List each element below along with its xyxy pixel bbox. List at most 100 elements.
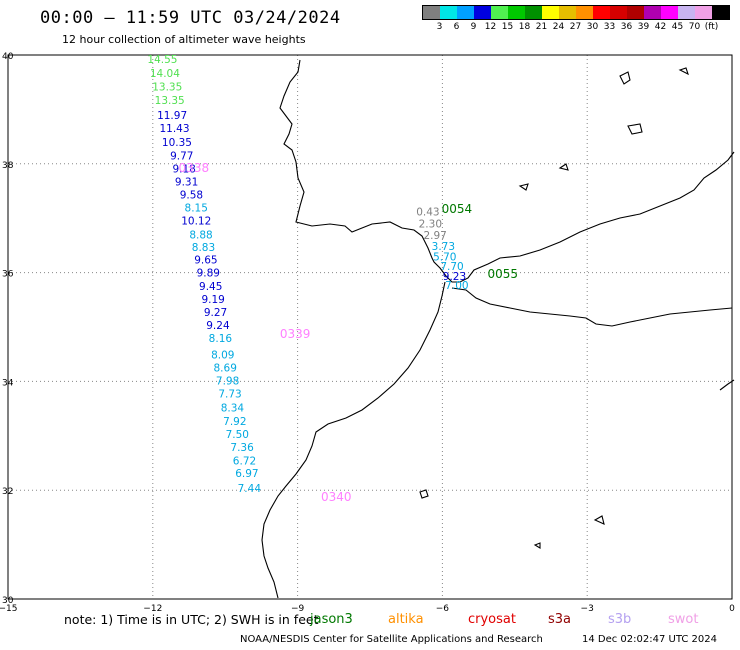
wave-height-value: 0.43 xyxy=(416,206,439,218)
wave-height-value: 2.97 xyxy=(423,230,446,242)
lon-tick-label: −15 xyxy=(0,604,18,614)
wave-height-value: 14.55 xyxy=(147,54,177,66)
colorbar-swatch xyxy=(559,6,576,19)
wave-height-value: 7.00 xyxy=(445,280,468,292)
wave-height-value: 7.73 xyxy=(218,389,241,401)
colorbar-swatches xyxy=(422,5,730,20)
wave-height-value: 9.27 xyxy=(204,307,227,319)
track-gibraltar-values: 0.432.302.973.735.707.709.237.00 0054 0055 xyxy=(416,202,518,292)
lat-tick-label: 40 xyxy=(2,52,14,62)
wave-height-value: 9.23 xyxy=(443,271,466,283)
colorbar-swatch xyxy=(491,6,508,19)
wave-height-value: 7.36 xyxy=(230,442,254,454)
colorbar-label: (ft) xyxy=(704,22,719,32)
colorbar-label: 6 xyxy=(453,22,460,32)
colorbar: 3 6 9 12 15 18 21 24 27 30 33 36 39 42 45 70 (ft) xyxy=(422,5,730,34)
colorbar-label: 36 xyxy=(620,22,633,32)
wave-height-value: 7.98 xyxy=(216,376,239,388)
wave-height-value: 8.09 xyxy=(211,350,234,362)
colorbar-swatch xyxy=(644,6,661,19)
footer-credit: NOAA/NESDIS Center for Satellite Applica… xyxy=(240,634,543,645)
colorbar-label: 42 xyxy=(654,22,667,32)
lon-tick-label: −9 xyxy=(291,604,305,614)
colorbar-swatch xyxy=(678,6,695,19)
satellite-legend-item: altika xyxy=(388,612,424,627)
satellite-legend-item: cryosat xyxy=(468,612,516,627)
wave-height-value: 7.50 xyxy=(226,429,249,441)
wave-height-value: 11.97 xyxy=(157,110,187,122)
colorbar-label: 9 xyxy=(470,22,477,32)
wave-height-value: 8.69 xyxy=(214,363,237,375)
pass-time-label: 0054 xyxy=(442,202,473,216)
pass-time-label: 0055 xyxy=(487,267,518,281)
satellite-legend-item: s3a xyxy=(548,612,572,627)
colorbar-label: 24 xyxy=(552,22,565,32)
wave-height-value: 9.24 xyxy=(206,320,230,332)
colorbar-label: 70 xyxy=(688,22,701,32)
map-frame xyxy=(7,54,733,600)
lat-tick-label: 38 xyxy=(2,161,14,171)
wave-height-value: 13.35 xyxy=(152,81,182,93)
pass-time-label: 0339 xyxy=(280,327,311,341)
lon-tick-label: −3 xyxy=(581,604,594,614)
wave-height-value: 11.43 xyxy=(159,123,189,135)
colorbar-swatch xyxy=(576,6,593,19)
colorbar-swatch xyxy=(593,6,610,19)
colorbar-label: 21 xyxy=(535,22,548,32)
lat-tick-label: 32 xyxy=(2,487,13,497)
satellite-legend-item: jason3 xyxy=(310,612,353,627)
footer-note: note: 1) Time is in UTC; 2) SWH is in fe… xyxy=(64,612,319,627)
wave-height-value: 8.16 xyxy=(209,333,233,345)
colorbar-swatch xyxy=(661,6,678,19)
wave-height-value: 2.30 xyxy=(419,218,442,230)
wave-height-value: 6.97 xyxy=(235,468,258,480)
wave-height-value: 9.65 xyxy=(194,254,217,266)
footer-timestamp: 14 Dec 02:02:47 UTC 2024 xyxy=(582,634,717,645)
colorbar-label: 27 xyxy=(569,22,582,32)
colorbar-swatch xyxy=(457,6,474,19)
wave-height-value: 7.70 xyxy=(440,261,463,273)
colorbar-label: 33 xyxy=(603,22,616,32)
colorbar-swatch xyxy=(695,6,712,19)
colorbar-label: 30 xyxy=(586,22,599,32)
colorbar-swatch xyxy=(610,6,627,19)
colorbar-label: 3 xyxy=(436,22,443,32)
wave-height-value: 3.73 xyxy=(432,241,455,253)
wave-height-value: 13.35 xyxy=(155,95,185,107)
wave-height-value: 7.44 xyxy=(238,483,262,495)
wave-height-value: 7.92 xyxy=(223,416,246,428)
wave-height-value: 9.19 xyxy=(201,294,224,306)
colorbar-swatch xyxy=(627,6,644,19)
colorbar-swatch xyxy=(474,6,491,19)
map-subtitle: 12 hour collection of altimeter wave hei… xyxy=(62,33,306,46)
satellite-legend-item: s3b xyxy=(608,612,632,627)
lat-tick-label: 36 xyxy=(2,270,14,280)
graticule xyxy=(8,55,732,599)
wave-height-value: 9.45 xyxy=(199,281,222,293)
colorbar-label: 45 xyxy=(671,22,684,32)
map-title: 00:00 – 11:59 UTC 03/24/2024 xyxy=(40,8,341,28)
lat-tick-label: 34 xyxy=(2,378,14,388)
wave-height-value: 9.18 xyxy=(172,164,195,176)
wave-height-value: 9.77 xyxy=(170,150,193,162)
axis-labels: −15 −12 −9 −6 −3 0 40 38 36 34 32 30 xyxy=(0,52,735,614)
pass-time-label: 0340 xyxy=(321,490,352,504)
lon-tick-label: 0 xyxy=(729,604,735,614)
colorbar-swatch xyxy=(440,6,457,19)
colorbar-label: 12 xyxy=(484,22,497,32)
track-west-values: 14.5514.0413.3513.3511.9711.4310.359.779… xyxy=(147,54,351,504)
lat-tick-label: 30 xyxy=(2,596,14,606)
colorbar-label: 39 xyxy=(637,22,650,32)
colorbar-swatch xyxy=(525,6,542,19)
wave-height-value: 8.34 xyxy=(221,402,245,414)
pass-time-label: 0338 xyxy=(179,161,210,175)
wave-height-value: 10.35 xyxy=(162,137,192,149)
wave-height-value: 8.83 xyxy=(192,242,215,254)
wave-height-value: 5.70 xyxy=(433,252,456,264)
coastline xyxy=(261,59,735,599)
lon-tick-label: −12 xyxy=(143,604,162,614)
wave-height-value: 9.31 xyxy=(175,177,198,189)
colorbar-swatch xyxy=(508,6,525,19)
satellite-legend-item: swot xyxy=(668,612,699,627)
